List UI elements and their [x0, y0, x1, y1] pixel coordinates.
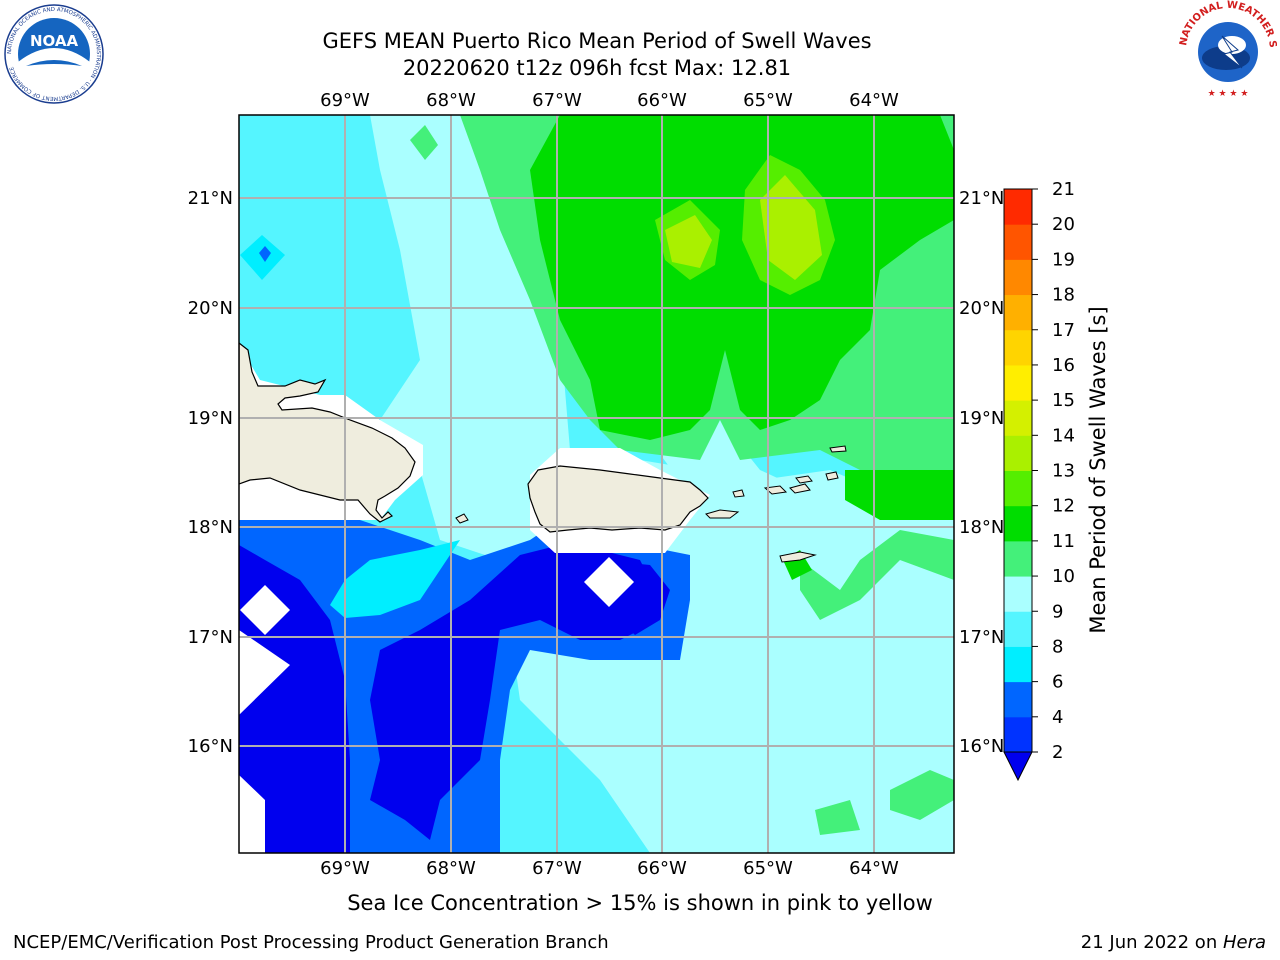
colorbar-tick-label: 21	[1052, 179, 1075, 200]
colorbar-segment	[1004, 364, 1032, 401]
colorbar-label: Mean Period of Swell Waves [s]	[1086, 306, 1110, 634]
colorbar-tick-label: 14	[1052, 425, 1075, 446]
footer-date-text: 21 Jun 2022 on	[1080, 932, 1223, 953]
colorbar-segment	[1004, 540, 1032, 577]
lon-label-top: 67°W	[532, 90, 582, 111]
colorbar-tick-label: 4	[1052, 707, 1063, 728]
colorbar-segment	[1004, 681, 1032, 718]
colorbar-tick-label: 9	[1052, 601, 1063, 622]
hispaniola-land	[239, 342, 416, 523]
noaa-logo: NATIONAL OCEANIC AND ATMOSPHERIC ADMINIS…	[4, 4, 104, 104]
lon-label-top: 68°W	[426, 90, 476, 111]
lat-label-right: 19°N	[959, 408, 1004, 429]
lat-label-right: 20°N	[959, 298, 1004, 319]
footer-date: 21 Jun 2022 on Hera	[1081, 932, 1266, 953]
lat-label-left: 16°N	[188, 736, 233, 757]
colorbar-tick-label: 8	[1052, 636, 1063, 657]
nws-logo: NATIONAL WEATHER SERVICE ★ ★ ★ ★	[1178, 0, 1278, 99]
lat-label-left: 20°N	[188, 298, 233, 319]
lon-label-bottom: 67°W	[532, 858, 582, 879]
colorbar-segment	[1004, 716, 1032, 753]
colorbar-segment	[1004, 646, 1032, 683]
map-gridlines	[239, 115, 954, 853]
colorbar-segment	[1004, 294, 1032, 331]
lat-label-left: 18°N	[188, 517, 233, 538]
lon-label-bottom: 68°W	[426, 858, 476, 879]
colorbar-segment	[1004, 259, 1032, 296]
colorbar-tick-label: 16	[1052, 355, 1075, 376]
colorbar-tick-label: 20	[1052, 214, 1075, 235]
colorbar-tick-label: 10	[1052, 566, 1075, 587]
colorbar-under-triangle	[1003, 751, 1033, 782]
lon-label-top: 65°W	[743, 90, 793, 111]
colorbar-tick-label: 12	[1052, 496, 1075, 517]
footer-credit: NCEP/EMC/Verification Post Processing Pr…	[13, 932, 609, 953]
map-title: GEFS MEAN Puerto Rico Mean Period of Swe…	[322, 29, 872, 53]
colorbar-tick-label: 6	[1052, 672, 1063, 693]
lon-label-top: 66°W	[637, 90, 687, 111]
lon-label-bottom: 64°W	[849, 858, 899, 879]
colorbar-tick-label: 17	[1052, 320, 1075, 341]
lat-label-right: 18°N	[959, 517, 1004, 538]
colorbar-segment	[1004, 329, 1032, 366]
noaa-logo-text: NOAA	[30, 32, 79, 50]
lat-label-right: 16°N	[959, 736, 1004, 757]
lon-label-bottom: 66°W	[637, 858, 687, 879]
swell-period-field	[239, 115, 954, 853]
colorbar-tick-label: 11	[1052, 531, 1075, 552]
colorbar-segment	[1004, 189, 1032, 225]
lat-label-right: 21°N	[959, 188, 1004, 209]
colorbar: 2 4 6 8 9 10 11 12 13 14 15 16 17 18 19 20 21	[1003, 179, 1075, 782]
colorbar-segment	[1004, 435, 1032, 471]
lon-label-top: 64°W	[849, 90, 899, 111]
colorbar-tick-label: 19	[1052, 249, 1075, 270]
lat-label-left: 21°N	[188, 188, 233, 209]
sea-ice-note: Sea Ice Concentration > 15% is shown in …	[347, 891, 933, 915]
svg-text:★ ★ ★ ★: ★ ★ ★ ★	[1208, 89, 1249, 99]
lon-label-bottom: 65°W	[743, 858, 793, 879]
colorbar-segment	[1004, 611, 1032, 647]
footer-host: Hera	[1222, 932, 1266, 953]
colorbar-tick-label: 2	[1052, 742, 1063, 763]
map-frame	[238, 114, 955, 854]
colorbar-segment	[1004, 576, 1032, 612]
lat-label-right: 17°N	[959, 627, 1004, 648]
colorbar-segment	[1004, 505, 1032, 542]
lon-label-bottom: 69°W	[320, 858, 370, 879]
lat-label-left: 17°N	[188, 627, 233, 648]
colorbar-segment	[1004, 400, 1032, 436]
colorbar-tick-label: 15	[1052, 390, 1075, 411]
colorbar-tick-label: 13	[1052, 461, 1075, 482]
lat-label-left: 19°N	[188, 408, 233, 429]
colorbar-segment	[1004, 224, 1032, 260]
colorbar-segment	[1004, 470, 1032, 507]
colorbar-tick-label: 18	[1052, 285, 1075, 306]
lon-label-top: 69°W	[320, 90, 370, 111]
map-subtitle: 20220620 t12z 096h fcst Max: 12.81	[402, 56, 792, 80]
